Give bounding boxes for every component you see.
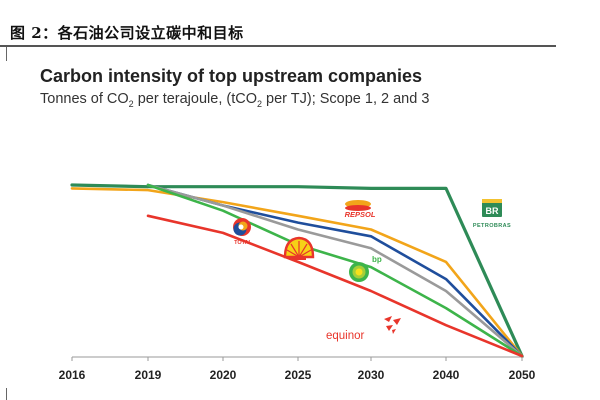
series-line-repsol bbox=[70, 187, 524, 358]
svg-text:BR: BR bbox=[486, 206, 499, 216]
series-lines bbox=[70, 183, 524, 358]
petrobras-logo: BR PETROBRAS bbox=[473, 199, 511, 229]
svg-text:REPSOL: REPSOL bbox=[345, 210, 376, 219]
series-line-shell bbox=[146, 183, 524, 358]
x-tick-label: 2040 bbox=[433, 368, 460, 382]
chart-title: Carbon intensity of top upstream compani… bbox=[40, 66, 423, 86]
x-tick-label: 2016 bbox=[59, 368, 86, 382]
x-axis bbox=[71, 356, 524, 361]
x-tick-label: 2020 bbox=[210, 368, 237, 382]
svg-text:bp: bp bbox=[372, 255, 382, 264]
equinor-logo: equinor bbox=[326, 316, 401, 342]
x-tick-label: 2019 bbox=[135, 368, 162, 382]
bp-logo: bp bbox=[349, 255, 382, 282]
frame-corner-top bbox=[6, 47, 7, 61]
figure-caption: 图 2：各石油公司设立碳中和目标 bbox=[10, 24, 244, 42]
x-tick-label: 2025 bbox=[285, 368, 312, 382]
x-tick-labels: 2016 2019 2020 2025 2030 2040 2050 bbox=[59, 368, 536, 382]
x-tick-label: 2050 bbox=[509, 368, 536, 382]
company-logos: BR PETROBRAS REPSOL TOTAL SHELL bp equinor bbox=[233, 199, 511, 342]
caption-divider bbox=[0, 45, 556, 47]
frame-corner-bottom bbox=[6, 388, 7, 400]
x-tick-label: 2030 bbox=[358, 368, 385, 382]
series-line-equinor bbox=[146, 214, 524, 358]
shell-logo: SHELL bbox=[283, 236, 315, 260]
total-logo: TOTAL bbox=[233, 218, 253, 246]
chart-subtitle: Tonnes of CO2 per terajoule, (tCO2 per T… bbox=[40, 91, 430, 109]
svg-text:equinor: equinor bbox=[326, 330, 365, 342]
svg-text:TOTAL: TOTAL bbox=[234, 240, 252, 246]
svg-text:PETROBRAS: PETROBRAS bbox=[473, 223, 511, 229]
repsol-logo: REPSOL bbox=[345, 200, 376, 219]
series-line-bp bbox=[146, 183, 524, 358]
series-line-petrobras bbox=[70, 183, 524, 358]
